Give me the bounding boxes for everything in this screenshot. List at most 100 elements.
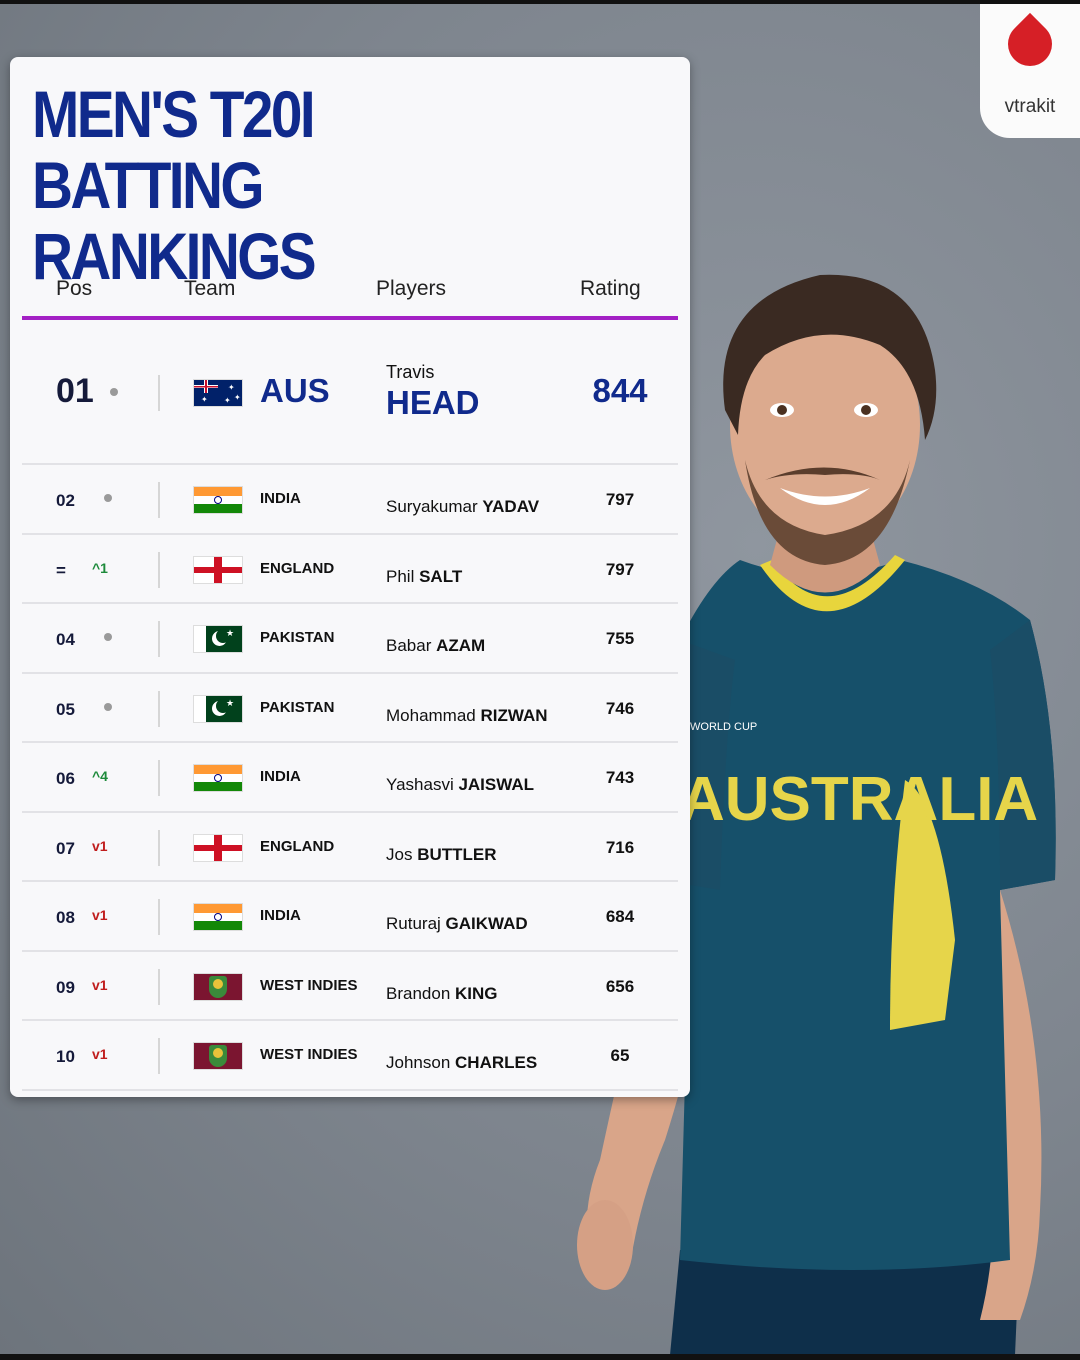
title-line-1: MEN'S T20I [32, 77, 316, 151]
ranking-row-leader: 01 ✦ ✦ ✦ ✦ AUS Travis HEAD 844 [22, 320, 678, 465]
ranking-row: 10 v1 WEST INDIES Johnson CHARLES 65 [22, 1021, 678, 1091]
india-flag-icon [194, 904, 242, 930]
column-divider [158, 482, 160, 518]
rank-position: 05 [56, 699, 75, 719]
rank-change-down: v1 [92, 976, 108, 993]
rating-value: 65 [610, 1046, 630, 1065]
col-header-rating: Rating [580, 277, 641, 300]
player-first-name: Yashasvi [386, 775, 454, 794]
team-name: PAKISTAN [260, 629, 335, 646]
ranking-row: 04 ★ PAKISTAN Babar AZAM 755 [22, 604, 678, 674]
rank-unchanged-dot [104, 702, 112, 711]
rank-position: 04 [56, 630, 75, 649]
player-last-name: YADAV [482, 497, 540, 516]
player-first-name: Suryakumar [386, 497, 478, 516]
row-separator [22, 671, 678, 674]
col-header-pos: Pos [56, 277, 93, 300]
logo-text: vtrakit [1004, 96, 1056, 117]
rating-value: 716 [605, 837, 635, 857]
rank-change-down: v1 [92, 1046, 108, 1062]
pakistan-flag-icon: ★ [194, 626, 242, 652]
rank-position: 06 [56, 769, 75, 788]
column-divider [158, 621, 160, 657]
player-name: Phil SALT [386, 567, 462, 587]
row-separator [22, 810, 678, 813]
row-separator [22, 1088, 678, 1091]
rank-position: 07 [56, 838, 75, 858]
column-divider [158, 690, 160, 727]
ranking-row: 08 v1 INDIA Ruturaj GAIKWAD 684 [22, 882, 678, 952]
team-name: ENGLAND [260, 559, 335, 577]
column-divider [158, 829, 160, 866]
row-separator [22, 1019, 678, 1021]
west-indies-flag-icon [194, 973, 242, 1000]
ranking-row: 05 ★ PAKISTAN Mohammad RIZWAN 746 [22, 674, 678, 743]
vtrakit-logo: vtrakit [980, 4, 1080, 138]
shirt-text: AUSTRALIA [680, 765, 1038, 834]
player-last-name: SALT [419, 566, 463, 586]
player-last-name: JAISWAL [458, 775, 535, 794]
rank-position: 02 [56, 491, 75, 510]
row-separator [22, 949, 678, 952]
rank-unchanged-dot [104, 633, 112, 641]
player-last-name: RIZWAN [480, 705, 548, 725]
player-first-name: Brandon [386, 983, 451, 1003]
england-flag-icon [194, 556, 242, 583]
rating-value: 743 [605, 768, 635, 787]
team-name: ENGLAND [260, 837, 335, 855]
rank-unchanged-dot [110, 388, 118, 396]
player-last-name: KING [455, 983, 498, 1003]
bottom-frame-border [0, 1354, 1080, 1360]
row-separator [22, 741, 678, 743]
column-divider [158, 968, 160, 1005]
rank-position: 08 [56, 908, 75, 927]
india-flag-icon [194, 487, 242, 513]
rank-change-down: v1 [92, 907, 108, 923]
rank-position: 10 [56, 1047, 75, 1066]
player-last-name: GAIKWAD [445, 914, 528, 933]
row-separator [22, 880, 678, 882]
team-name: INDIA [260, 907, 301, 924]
rank-position: 01 [56, 372, 94, 410]
player-last-name: HEAD [386, 384, 480, 421]
player-first-name: Mohammad [386, 705, 476, 725]
team-name: AUS [260, 372, 330, 409]
column-divider [158, 899, 160, 935]
header-divider [22, 316, 678, 320]
west-indies-flag-icon [194, 1043, 242, 1069]
col-header-team: Team [184, 277, 236, 300]
player-first-name: Babar [386, 636, 432, 655]
player-first-name: Ruturaj [386, 914, 441, 933]
ranking-row: 09 v1 WEST INDIES Brandon KING 656 [22, 952, 678, 1021]
rank-change-down: v1 [92, 837, 108, 854]
rating-value: 755 [605, 629, 635, 648]
player-first-name: Phil [386, 566, 415, 586]
team-name: INDIA [260, 490, 301, 507]
player-name: Suryakumar YADAV [386, 497, 539, 517]
rating-value: 797 [605, 490, 635, 509]
rank-change-up: ^4 [92, 768, 108, 784]
column-divider [158, 375, 160, 411]
rank-unchanged-dot [104, 494, 112, 502]
australia-flag-icon: ✦ ✦ ✦ ✦ [194, 380, 242, 406]
player-last-name: BUTTLER [417, 844, 497, 864]
player-name: Brandon KING [386, 984, 498, 1004]
india-flag-icon [194, 765, 242, 791]
player-first-name: Travis [386, 362, 435, 382]
player-photo: AUSTRALIA WORLD CUP [577, 274, 1056, 1355]
team-name: WEST INDIES [260, 1046, 358, 1063]
column-divider [158, 1038, 160, 1074]
ranking-row: = ^1 ENGLAND Phil SALT 797 [22, 535, 678, 604]
rating-value: 684 [605, 907, 635, 926]
player-name: Babar AZAM [386, 636, 485, 656]
row-separator [22, 532, 678, 535]
shirt-badge: WORLD CUP [690, 721, 757, 733]
page-title: MEN'S T20I BATTING RANKINGS [32, 79, 479, 292]
player-name: Mohammad RIZWAN [386, 706, 548, 726]
player-name: Jos BUTTLER [386, 845, 497, 865]
rank-position: = [56, 560, 66, 580]
top-frame-border [0, 0, 1080, 4]
rating-value: 844 [592, 372, 648, 409]
rankings-card: MEN'S T20I BATTING RANKINGS Pos Team Pla… [10, 57, 690, 1097]
logo-drop-icon [998, 12, 1062, 76]
